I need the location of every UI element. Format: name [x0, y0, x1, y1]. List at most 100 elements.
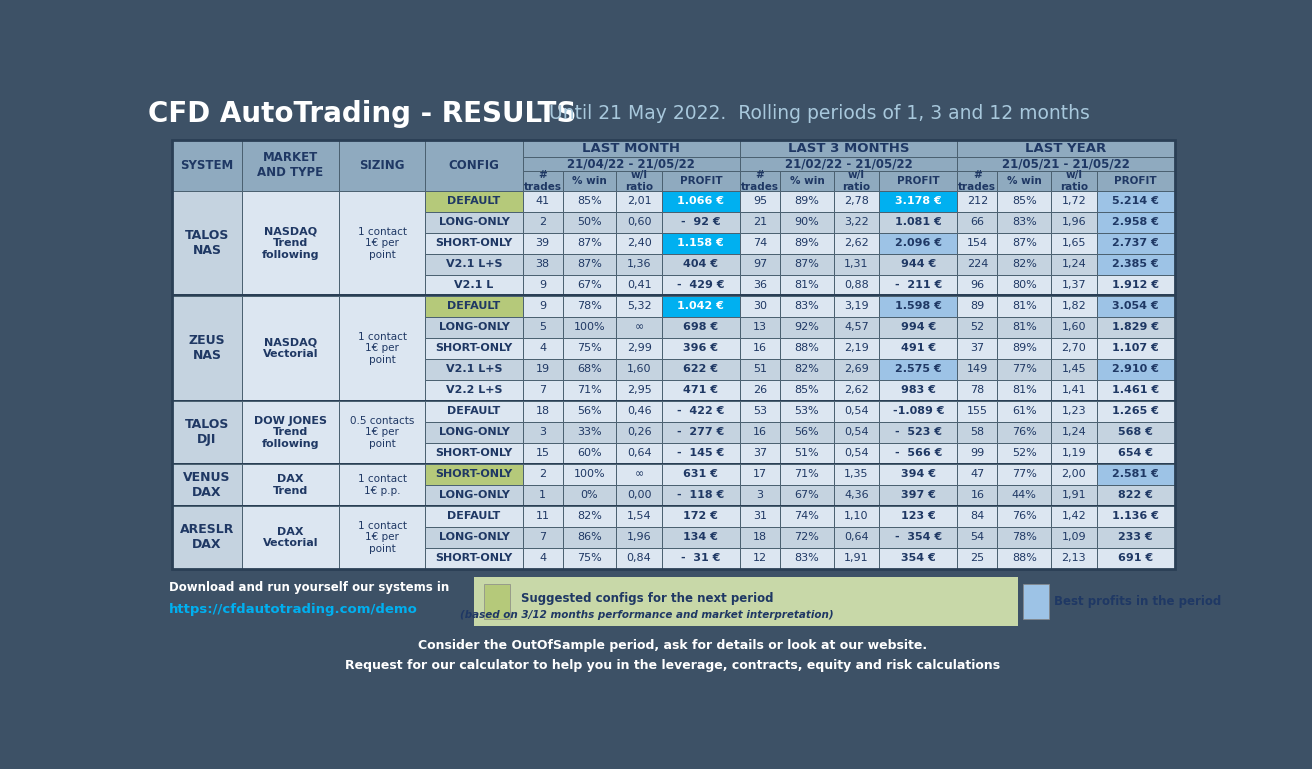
Text: 2,78: 2,78	[844, 196, 869, 206]
Text: 2,40: 2,40	[627, 238, 652, 248]
Text: 1,35: 1,35	[844, 469, 869, 479]
Text: 47: 47	[971, 469, 984, 479]
Text: 631 €: 631 €	[684, 469, 718, 479]
Text: 100%: 100%	[573, 469, 605, 479]
Text: 3,22: 3,22	[844, 217, 869, 227]
Bar	[522, 380, 563, 401]
Bar	[1097, 401, 1174, 422]
Text: 224: 224	[967, 259, 988, 269]
Text: 30: 30	[753, 301, 768, 311]
Bar	[958, 317, 997, 338]
Bar	[997, 485, 1051, 506]
Text: 25: 25	[971, 554, 984, 564]
Text: 13: 13	[753, 322, 768, 332]
Text: 2.958 €: 2.958 €	[1113, 217, 1158, 227]
Bar	[781, 422, 834, 443]
Text: 56%: 56%	[795, 428, 819, 438]
Text: 1,54: 1,54	[627, 511, 652, 521]
Bar	[781, 171, 834, 191]
Bar	[563, 191, 617, 211]
Text: 82%: 82%	[795, 365, 820, 375]
Text: #
trades: # trades	[741, 170, 779, 191]
Bar	[834, 464, 879, 485]
Bar	[241, 464, 338, 506]
Bar	[997, 401, 1051, 422]
Bar	[172, 401, 241, 464]
Bar	[958, 140, 1174, 158]
Text: CFD AutoTrading - RESULTS: CFD AutoTrading - RESULTS	[148, 100, 576, 128]
Bar	[661, 338, 740, 358]
Bar	[958, 443, 997, 464]
Text: 87%: 87%	[577, 259, 602, 269]
Text: SYSTEM: SYSTEM	[180, 159, 234, 172]
Bar	[617, 295, 661, 317]
Text: 99: 99	[971, 448, 984, 458]
Text: 0%: 0%	[581, 491, 598, 501]
Bar	[1051, 422, 1097, 443]
Bar	[522, 443, 563, 464]
Text: TALOS
DJI: TALOS DJI	[185, 418, 230, 446]
Text: 0,64: 0,64	[627, 448, 652, 458]
Text: 1,45: 1,45	[1061, 365, 1086, 375]
Text: LONG-ONLY: LONG-ONLY	[438, 428, 509, 438]
Bar	[425, 422, 522, 443]
Bar	[740, 338, 781, 358]
Bar	[563, 275, 617, 295]
Bar	[522, 506, 563, 527]
Bar	[958, 171, 997, 191]
Text: 17: 17	[753, 469, 768, 479]
Text: -  354 €: - 354 €	[895, 532, 942, 542]
Text: 1,65: 1,65	[1061, 238, 1086, 248]
Text: 2,62: 2,62	[844, 385, 869, 395]
Text: Download and run yourself our systems in: Download and run yourself our systems in	[169, 581, 449, 594]
Bar	[781, 527, 834, 548]
Text: 54: 54	[971, 532, 984, 542]
Bar	[1051, 295, 1097, 317]
Text: 81%: 81%	[795, 280, 819, 290]
Text: 1.081 €: 1.081 €	[895, 217, 942, 227]
Bar	[522, 527, 563, 548]
Text: 0,54: 0,54	[844, 428, 869, 438]
Text: 96: 96	[971, 280, 984, 290]
Text: 95: 95	[753, 196, 768, 206]
Text: DEFAULT: DEFAULT	[447, 301, 501, 311]
Bar	[781, 295, 834, 317]
Text: 1 contact
1€ p.p.: 1 contact 1€ p.p.	[358, 474, 407, 496]
Text: 85%: 85%	[1012, 196, 1036, 206]
Bar	[617, 171, 661, 191]
Text: 1,37: 1,37	[1061, 280, 1086, 290]
Text: 77%: 77%	[1012, 365, 1036, 375]
Text: 21: 21	[753, 217, 768, 227]
Bar	[834, 211, 879, 232]
Bar	[879, 171, 958, 191]
Text: 85%: 85%	[577, 196, 602, 206]
Bar	[484, 584, 509, 619]
Bar	[522, 254, 563, 275]
Bar	[661, 171, 740, 191]
Text: 944 €: 944 €	[900, 259, 935, 269]
Bar	[834, 506, 879, 527]
Bar	[1097, 464, 1174, 485]
Bar	[1051, 358, 1097, 380]
Bar	[425, 506, 522, 527]
Text: 19: 19	[535, 365, 550, 375]
Bar	[338, 191, 425, 295]
Bar	[661, 506, 740, 527]
Text: 983 €: 983 €	[901, 385, 935, 395]
Text: 51: 51	[753, 365, 768, 375]
Bar	[958, 548, 997, 569]
Text: PROFIT: PROFIT	[897, 176, 939, 186]
Text: 1.461 €: 1.461 €	[1113, 385, 1160, 395]
Text: 3: 3	[539, 428, 546, 438]
Bar	[740, 171, 781, 191]
Text: 74: 74	[753, 238, 768, 248]
Bar	[425, 548, 522, 569]
Text: NASDAQ
Trend
following: NASDAQ Trend following	[261, 227, 319, 260]
Bar	[1051, 191, 1097, 211]
Text: -  566 €: - 566 €	[895, 448, 942, 458]
Bar	[617, 275, 661, 295]
Bar	[997, 548, 1051, 569]
Text: 1.158 €: 1.158 €	[677, 238, 724, 248]
Text: 52: 52	[971, 322, 984, 332]
Bar	[338, 506, 425, 569]
